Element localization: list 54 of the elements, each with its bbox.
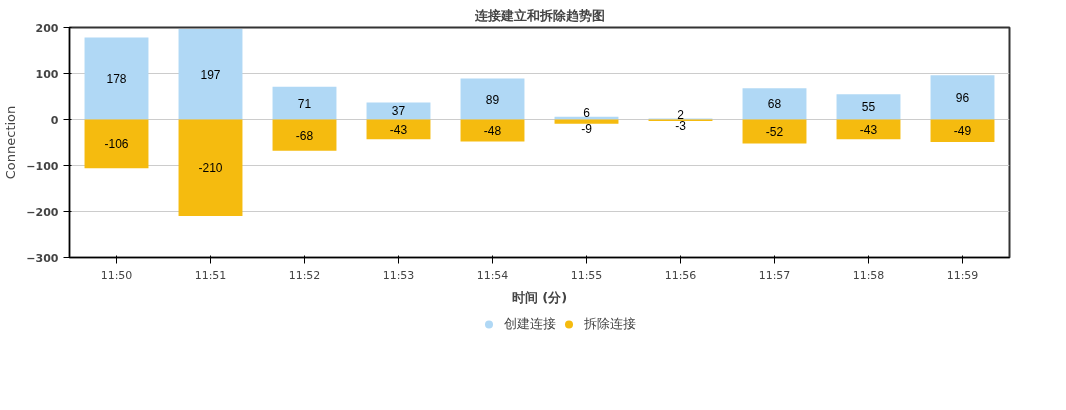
- data-label: 55: [861, 100, 876, 115]
- y-tick-label: −200: [26, 205, 59, 219]
- bar: [930, 119, 995, 143]
- x-tick-label: 11:52: [288, 268, 321, 282]
- x-axis-title: 时间 (分): [511, 289, 568, 305]
- y-tick-label: −300: [26, 251, 59, 265]
- bar: [460, 78, 525, 120]
- data-label: 71: [297, 96, 312, 111]
- data-label: -43: [859, 122, 878, 137]
- x-tick-label: 11:58: [852, 268, 885, 282]
- data-label: -49: [953, 124, 972, 139]
- bar: [554, 116, 619, 120]
- bar: [84, 119, 149, 169]
- data-label: -43: [389, 122, 408, 137]
- bar: [178, 119, 243, 217]
- legend-label: 创建连接: [503, 315, 556, 333]
- data-label: -106: [104, 137, 129, 152]
- bar: [930, 75, 995, 120]
- y-tick-label: −100: [26, 159, 59, 173]
- bar: [742, 88, 807, 120]
- data-label: 89: [485, 92, 500, 107]
- data-label: -9: [581, 121, 593, 136]
- bar: [554, 119, 619, 124]
- bar: [366, 102, 431, 120]
- data-label: 96: [955, 90, 970, 105]
- data-label: 6: [583, 105, 591, 120]
- y-axis-title: Connection: [3, 105, 19, 180]
- x-tick-label: 11:57: [758, 268, 791, 282]
- data-label: -52: [765, 124, 784, 139]
- data-label: 68: [767, 97, 782, 112]
- data-label: -210: [198, 161, 223, 176]
- x-tick-label: 11:53: [382, 268, 415, 282]
- y-tick-label: 100: [35, 67, 59, 81]
- bar: [84, 37, 149, 120]
- x-tick-label: 11:50: [100, 268, 133, 282]
- bar: [272, 86, 337, 120]
- y-tick-label: 200: [35, 21, 59, 35]
- x-tick-label: 11:56: [664, 268, 697, 282]
- y-tick-label: 0: [50, 113, 59, 127]
- bar: [272, 119, 337, 151]
- data-label: -68: [295, 128, 314, 143]
- bar: [836, 94, 901, 120]
- data-label: 37: [391, 104, 406, 119]
- data-label: 197: [200, 67, 221, 82]
- x-tick-label: 11:54: [476, 268, 509, 282]
- x-tick-label: 11:55: [570, 268, 603, 282]
- data-label: -48: [483, 124, 502, 139]
- chart-title: 连接建立和拆除趋势图: [473, 7, 605, 23]
- bar: [460, 119, 525, 142]
- legend-label: 拆除连接: [583, 315, 636, 333]
- x-tick-label: 11:51: [194, 268, 227, 282]
- data-label: 178: [106, 72, 127, 87]
- x-tick-label: 11:59: [946, 268, 979, 282]
- bar: [178, 28, 243, 120]
